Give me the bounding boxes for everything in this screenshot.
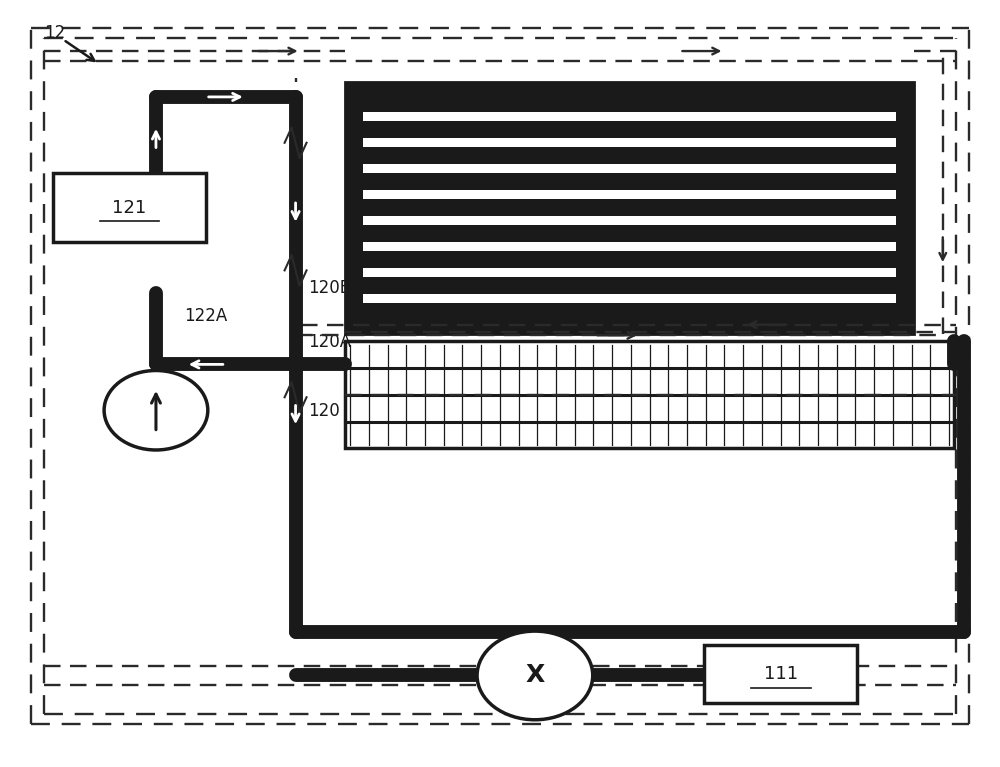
Text: 12: 12 bbox=[44, 24, 66, 42]
Bar bbox=[363, 303, 896, 320]
Bar bbox=[363, 216, 858, 225]
Bar bbox=[401, 242, 896, 252]
Bar bbox=[363, 252, 896, 268]
Bar bbox=[363, 95, 896, 320]
Bar bbox=[704, 645, 857, 703]
Bar bbox=[363, 173, 896, 190]
Bar bbox=[363, 199, 896, 216]
Text: 121: 121 bbox=[112, 199, 147, 217]
Bar bbox=[363, 95, 896, 112]
Bar bbox=[401, 190, 896, 199]
Bar bbox=[363, 268, 858, 278]
Text: 120A: 120A bbox=[309, 333, 352, 351]
Bar bbox=[363, 112, 858, 121]
Bar bbox=[345, 341, 954, 449]
Circle shape bbox=[104, 370, 208, 450]
Text: 111: 111 bbox=[764, 665, 798, 683]
Text: 122B: 122B bbox=[572, 98, 615, 117]
Text: 11: 11 bbox=[871, 96, 892, 114]
Text: 120: 120 bbox=[309, 402, 340, 420]
Text: X: X bbox=[525, 663, 545, 687]
Bar bbox=[53, 173, 206, 242]
Bar bbox=[363, 278, 896, 294]
Bar bbox=[401, 138, 896, 147]
Text: 122A: 122A bbox=[184, 307, 227, 325]
Bar bbox=[363, 164, 858, 173]
Bar bbox=[363, 147, 896, 164]
Bar bbox=[363, 225, 896, 242]
Bar bbox=[363, 121, 896, 138]
Bar bbox=[345, 81, 914, 334]
Circle shape bbox=[477, 631, 593, 719]
Bar bbox=[401, 294, 896, 303]
Text: 120B: 120B bbox=[309, 279, 352, 298]
